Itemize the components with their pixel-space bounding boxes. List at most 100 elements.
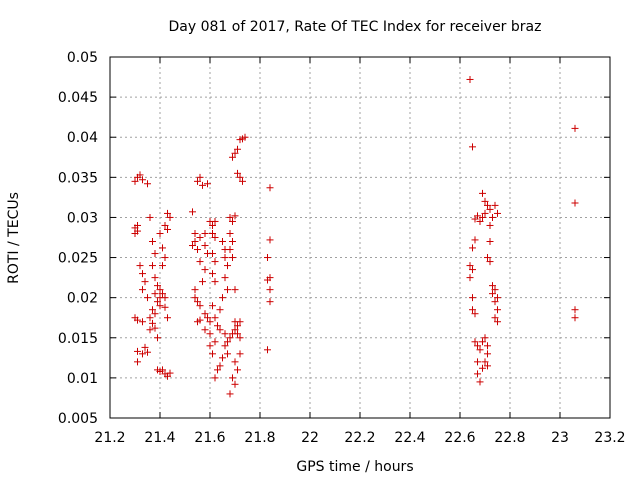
data-point (149, 238, 156, 246)
data-point (149, 306, 156, 314)
data-point (484, 201, 491, 209)
data-point (221, 342, 229, 350)
data-point (231, 358, 239, 366)
data-point (166, 213, 174, 221)
data-point (139, 350, 146, 358)
data-point (199, 278, 206, 286)
data-point (211, 338, 219, 346)
data-point (484, 350, 491, 358)
data-point (266, 236, 274, 244)
data-point (229, 153, 236, 161)
data-point (209, 229, 216, 237)
data-point (474, 342, 481, 350)
data-point (231, 326, 239, 334)
data-point (194, 246, 201, 254)
data-point (219, 294, 226, 302)
data-point (196, 258, 204, 266)
data-point (231, 380, 239, 388)
data-point (571, 199, 579, 207)
y-axis-label: ROTI / TECUs (6, 192, 22, 284)
data-point (146, 314, 154, 322)
data-point (481, 358, 489, 366)
data-point (491, 298, 499, 306)
data-point (229, 217, 236, 225)
data-point (474, 358, 481, 366)
y-tick-label: 0.025 (58, 251, 98, 267)
y-tick-labels: 0.005 0.01 0.015 0.02 0.025 0.03 0.035 0.04 0.04… (58, 50, 98, 427)
data-point (166, 369, 174, 377)
data-point (221, 274, 229, 282)
data-point (189, 208, 196, 216)
data-point (466, 274, 474, 282)
data-point (164, 209, 171, 217)
data-point (159, 262, 166, 270)
data-point (134, 358, 141, 366)
data-point (141, 278, 149, 286)
data-point (214, 366, 221, 374)
data-point (469, 244, 476, 252)
data-point (156, 229, 164, 237)
data-point (151, 290, 159, 298)
data-point (264, 346, 271, 354)
data-point (466, 262, 474, 270)
data-point (481, 334, 489, 342)
data-point (471, 236, 479, 244)
data-point (139, 318, 146, 326)
axis-ticks (109, 56, 611, 419)
data-point (134, 316, 141, 324)
data-point (141, 343, 149, 351)
data-point (486, 258, 494, 266)
data-point (151, 250, 159, 258)
data-point (201, 266, 209, 274)
data-point (209, 250, 216, 258)
data-point (156, 286, 164, 294)
x-tick-label: 22.6 (444, 430, 475, 446)
y-tick-label: 0.005 (58, 411, 98, 427)
data-point (209, 302, 216, 310)
data-point (194, 298, 201, 306)
data-point (196, 234, 204, 241)
data-point (196, 173, 204, 181)
data-point (154, 298, 161, 306)
x-tick-label: 21.8 (244, 430, 275, 446)
data-point (204, 314, 211, 322)
data-point (234, 330, 241, 338)
data-point (221, 330, 229, 338)
data-point (144, 348, 151, 356)
data-point (204, 180, 211, 188)
x-axis-label: GPS time / hours (296, 459, 413, 475)
x-tick-label: 22.2 (344, 430, 375, 446)
data-point (226, 213, 234, 221)
data-point (494, 209, 501, 217)
data-point (224, 286, 231, 294)
data-point (266, 286, 274, 294)
data-point (164, 314, 171, 322)
data-point (466, 75, 474, 83)
data-point (139, 286, 146, 294)
x-tick-label: 21.6 (194, 430, 225, 446)
data-point (479, 364, 486, 372)
data-point (489, 290, 496, 298)
y-tick-label: 0.045 (58, 90, 98, 106)
data-point (151, 310, 159, 318)
x-tick-label: 22 (301, 430, 319, 446)
data-point (491, 201, 499, 209)
data-point (216, 362, 224, 370)
data-point (161, 294, 169, 302)
data-point (469, 143, 476, 151)
data-point (159, 244, 166, 252)
data-point (211, 234, 219, 241)
data-point (191, 286, 199, 294)
data-point (236, 318, 244, 326)
data-point (469, 294, 476, 302)
data-point (151, 274, 159, 282)
data-point (484, 362, 491, 370)
data-point (224, 338, 231, 346)
y-tick-label: 0.05 (67, 50, 98, 66)
data-point (479, 213, 486, 221)
data-point (494, 306, 501, 314)
data-point (236, 350, 244, 358)
data-point (191, 229, 199, 237)
data-point (224, 262, 231, 270)
